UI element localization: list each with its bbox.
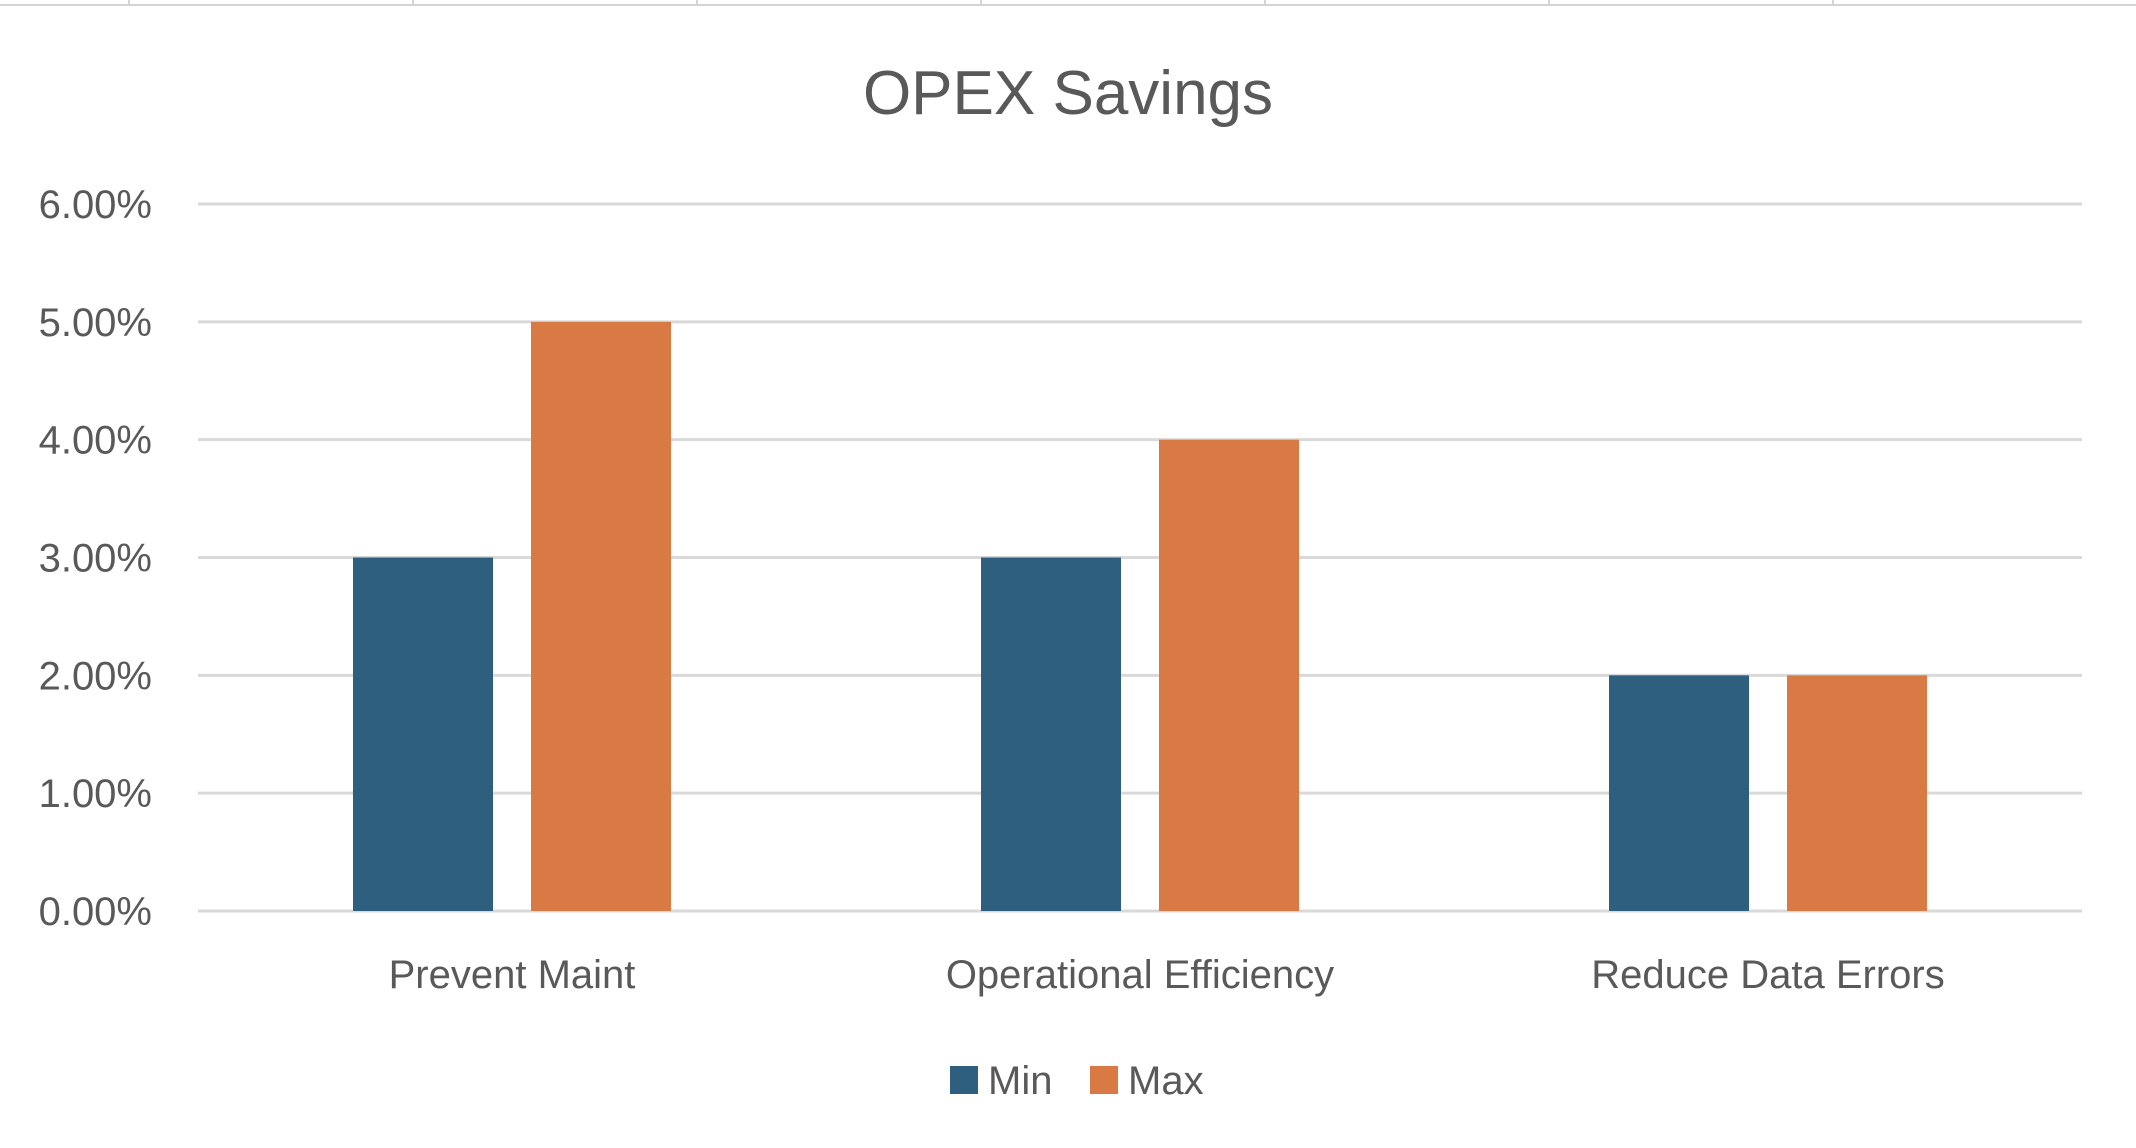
y-tick-label: 4.00% — [39, 419, 152, 463]
bar-min-1 — [981, 557, 1121, 911]
y-tick-label: 0.00% — [39, 890, 152, 934]
y-tick-label: 3.00% — [39, 537, 152, 581]
bar-max-1 — [1159, 439, 1299, 911]
bar-min-2 — [1609, 675, 1749, 911]
spreadsheet-gridlines — [0, 0, 2136, 6]
bar-max-0 — [531, 321, 671, 911]
legend-swatch-max — [1090, 1066, 1118, 1094]
legend-label-min: Min — [988, 1059, 1052, 1103]
chart-bars — [353, 321, 1927, 911]
y-tick-label: 6.00% — [39, 183, 152, 227]
y-tick-label: 5.00% — [39, 301, 152, 345]
chart-legend: Min Max — [950, 1059, 1204, 1103]
bar-max-2 — [1787, 675, 1927, 911]
x-category-label: Reduce Data Errors — [1591, 953, 1944, 997]
chart-title: OPEX Savings — [863, 59, 1273, 128]
legend-swatch-min — [950, 1066, 978, 1094]
legend-label-max: Max — [1128, 1059, 1204, 1103]
y-tick-label: 1.00% — [39, 772, 152, 816]
x-category-label: Prevent Maint — [389, 953, 636, 997]
x-axis-category-labels: Prevent Maint Operational Efficiency Reduc… — [389, 953, 1945, 997]
x-category-label: Operational Efficiency — [946, 953, 1334, 997]
bar-min-0 — [353, 557, 493, 911]
y-axis-tick-labels: 0.00% 1.00% 2.00% 3.00% 4.00% 5.00% 6.00% — [39, 183, 152, 934]
chart-gridlines — [198, 202, 2082, 913]
y-tick-label: 2.00% — [39, 654, 152, 698]
